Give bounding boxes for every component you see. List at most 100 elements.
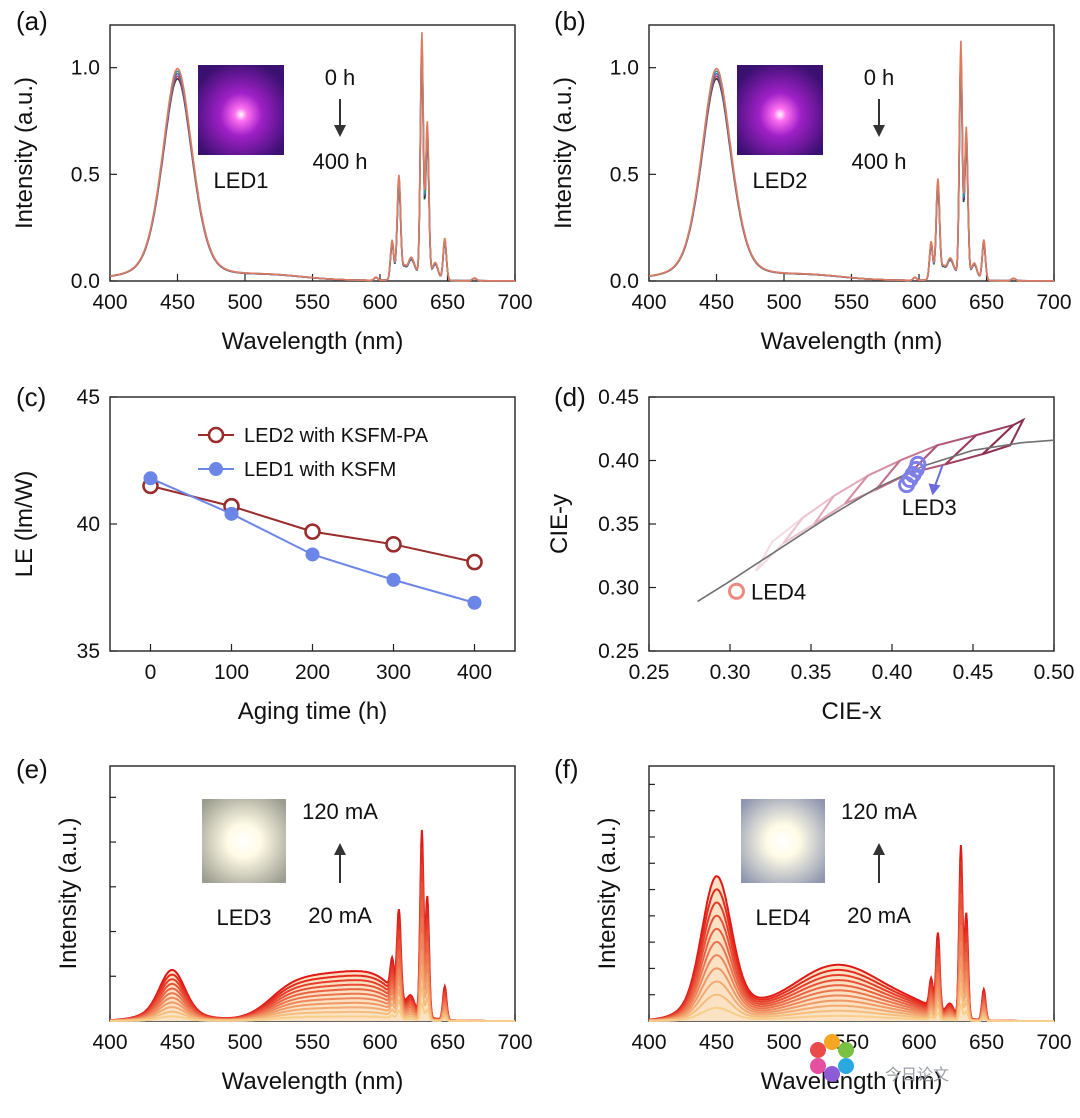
data-point: [467, 595, 482, 610]
x-tick-label: 0.25: [629, 661, 670, 684]
time-end-label: 400 h: [851, 149, 906, 174]
inset-label: LED1: [213, 168, 268, 193]
watermark-text: 今日论文: [885, 1066, 949, 1084]
x-tick-label: 0: [145, 661, 157, 684]
x-tick-label: 400: [631, 291, 666, 314]
x-tick-label: 450: [160, 1031, 195, 1054]
x-tick-label: 400: [92, 291, 127, 314]
y-tick-label: 0.40: [598, 450, 639, 473]
x-tick-label: 700: [497, 1031, 532, 1054]
y-axis-title: Intensity (a.u.): [55, 817, 82, 969]
x-tick-label: 400: [631, 1031, 666, 1054]
spectrum-line: [110, 1001, 515, 1022]
x-tick-label: 0.30: [710, 661, 751, 684]
ansi-quadrangle: [944, 423, 1015, 466]
current-low-label: 20 mA: [308, 903, 372, 928]
data-point: [385, 536, 402, 553]
y-axis-title: Intensity (a.u.): [594, 817, 621, 969]
logo-petal-icon: [810, 1042, 826, 1058]
data-point: [143, 471, 158, 486]
time-start-label: 0 h: [325, 65, 356, 90]
led-inset-photo: [198, 65, 284, 155]
led-inset-photo: [741, 799, 825, 883]
plot-frame: [648, 396, 1055, 652]
x-axis-title: CIE-x: [822, 698, 882, 725]
y-axis-title: CIE-y: [546, 494, 573, 554]
legend-marker: [207, 426, 225, 444]
panel-letter-f: (f): [554, 754, 579, 784]
watermark-logo: 今日论文: [810, 1034, 949, 1084]
current-high-label: 120 mA: [302, 799, 378, 824]
spectrum-area: [649, 845, 1054, 1021]
x-tick-label: 650: [430, 291, 465, 314]
panel-b-spectrum: 400 450 500 550 600 650 700 0.0 0.5 1.0 Wavelength…: [550, 24, 1072, 355]
y-axis-title: LE (lm/W): [11, 471, 38, 578]
y-axis-title: Intensity (a.u.): [550, 77, 577, 229]
ansi-quadrangle: [982, 417, 1026, 456]
x-tick-label: 500: [766, 1031, 801, 1054]
panel-letter-e: (e): [16, 754, 48, 784]
inset-label: LED2: [752, 168, 807, 193]
x-tick-label: 0.45: [953, 661, 994, 684]
x-tick-label: 450: [160, 291, 195, 314]
x-axis-title: Wavelength (nm): [761, 328, 943, 355]
spectrum-line: [649, 1002, 1054, 1022]
y-tick-label: 0.5: [610, 163, 639, 186]
panel-c-aging-chart: 0 100 200 300 400 35 40 45 Aging time (h) LE (lm/…: [11, 386, 516, 725]
shift-arrow-head-icon: [928, 483, 941, 496]
down-arrow-head-icon: [873, 125, 885, 137]
logo-petal-icon: [810, 1058, 826, 1074]
down-arrow-head-icon: [334, 125, 346, 137]
x-tick-label: 500: [227, 1031, 262, 1054]
x-tick-label: 700: [1036, 1031, 1071, 1054]
data-point: [224, 506, 239, 521]
y-tick-label: 0.5: [71, 163, 100, 186]
x-tick-label: 650: [969, 291, 1004, 314]
x-tick-label: 600: [362, 291, 397, 314]
legend-label: LED2 with KSFM-PA: [244, 425, 429, 447]
y-tick-label: 0.0: [610, 270, 639, 293]
data-point: [386, 572, 401, 587]
x-tick-label: 400: [457, 661, 492, 684]
y-tick-label: 1.0: [610, 57, 639, 80]
y-tick-label: 1.0: [71, 57, 100, 80]
ansi-quadrangle: [782, 495, 835, 544]
y-tick-label: 40: [77, 513, 100, 536]
x-tick-label: 550: [295, 291, 330, 314]
x-tick-label: 550: [295, 1031, 330, 1054]
y-tick-label: 0.45: [598, 386, 639, 409]
y-axis-title: Intensity (a.u.): [11, 77, 38, 229]
current-low-label: 20 mA: [847, 903, 911, 928]
panel-e-spectrum: 400 450 500 550 600 650 700 Wavelength (nm) Inte…: [55, 765, 533, 1095]
series-line: [150, 477, 475, 604]
spectrum-line: [109, 32, 515, 282]
x-tick-label: 400: [92, 1031, 127, 1054]
data-point: [305, 547, 320, 562]
logo-petal-icon: [838, 1058, 854, 1074]
x-tick-label: 600: [901, 1031, 936, 1054]
time-start-label: 0 h: [864, 65, 895, 90]
cie-point: [727, 582, 745, 600]
x-tick-label: 600: [901, 291, 936, 314]
x-tick-label: 650: [969, 1031, 1004, 1054]
y-tick-label: 45: [77, 386, 100, 409]
logo-petal-icon: [824, 1034, 840, 1050]
y-tick-label: 0.25: [598, 640, 639, 663]
x-tick-label: 0.35: [791, 661, 832, 684]
x-tick-label: 700: [497, 291, 532, 314]
inset-label: LED4: [755, 905, 810, 930]
panel-d-cie-chart: 0.25 0.30 0.35 0.40 0.45 0.50 0.25 0.30 0.35 0.40…: [546, 386, 1074, 725]
x-tick-label: 0.40: [872, 661, 913, 684]
x-axis-title: Wavelength (nm): [222, 328, 404, 355]
up-arrow-head-icon: [873, 843, 885, 855]
x-tick-label: 600: [362, 1031, 397, 1054]
x-tick-label: 650: [430, 1031, 465, 1054]
x-tick-label: 500: [227, 291, 262, 314]
logo-petal-icon: [838, 1042, 854, 1058]
x-tick-label: 500: [766, 291, 801, 314]
led-inset-photo: [202, 799, 286, 883]
time-end-label: 400 h: [312, 149, 367, 174]
x-axis-title: Wavelength (nm): [761, 1068, 943, 1095]
x-tick-label: 550: [834, 291, 869, 314]
